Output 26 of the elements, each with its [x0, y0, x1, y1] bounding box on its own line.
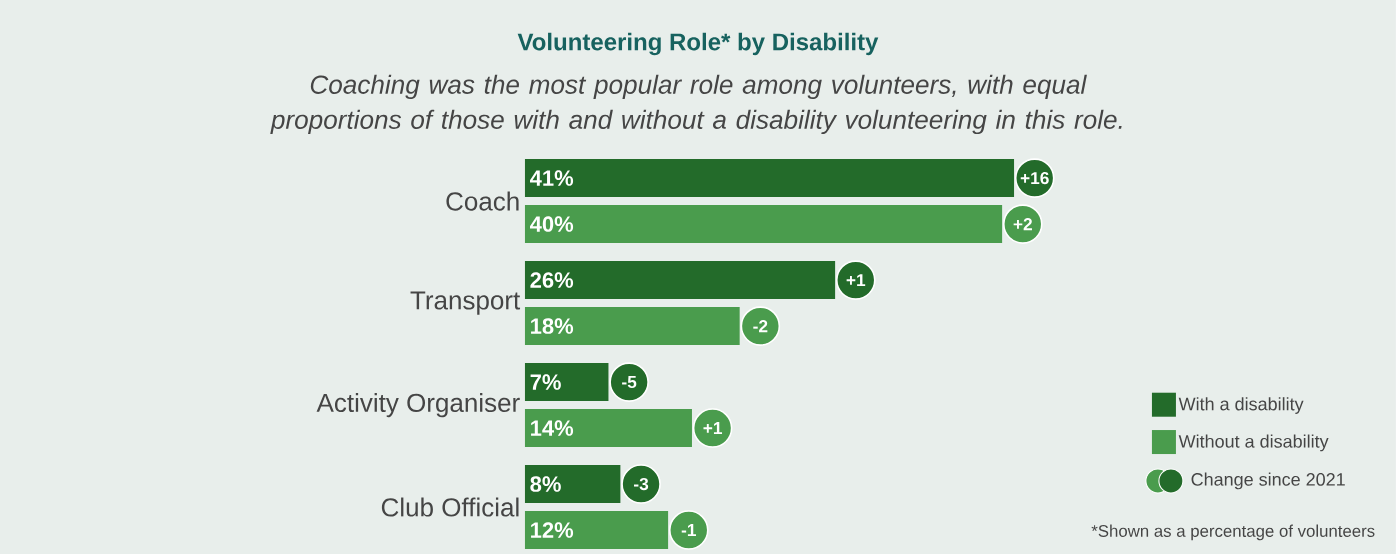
data-label: 40% [530, 216, 574, 232]
annotation: -3 [634, 477, 649, 491]
annotation: -5 [622, 376, 637, 389]
y-tick-label: Transport [410, 291, 521, 315]
legend-label: With a disability [1178, 397, 1304, 414]
annotation: +1 [703, 422, 723, 435]
data-label: 18% [531, 318, 574, 334]
chart-subtitle: Coaching was the most popular role among volunteers, with equal proportions of those with and without a disability volunteering in this role. [270, 74, 1122, 135]
y-tick-label: Club Official [381, 497, 519, 517]
data-label: 7% [530, 374, 561, 390]
data-label: 41% [530, 170, 574, 186]
annotation: -2 [753, 320, 768, 333]
data-label: 12% [531, 522, 574, 538]
annotation: -1 [681, 524, 696, 537]
annotation: +2 [1013, 218, 1032, 231]
annotation: +16 [1020, 171, 1049, 185]
text: *Shown as a percentage of volunteers [1091, 524, 1375, 541]
legend-label: Without a disability [1178, 434, 1329, 452]
annotation: +1 [846, 274, 866, 287]
y-tick-label: Activity Organiser [316, 392, 520, 418]
text: Change since 2021 [1191, 472, 1345, 490]
chart-title: Volunteering Role* by Disability [517, 32, 879, 56]
data-label: 8% [530, 476, 561, 492]
data-label: 14% [531, 420, 574, 436]
y-tick-label: Coach [446, 191, 519, 211]
data-label: 26% [530, 272, 574, 288]
